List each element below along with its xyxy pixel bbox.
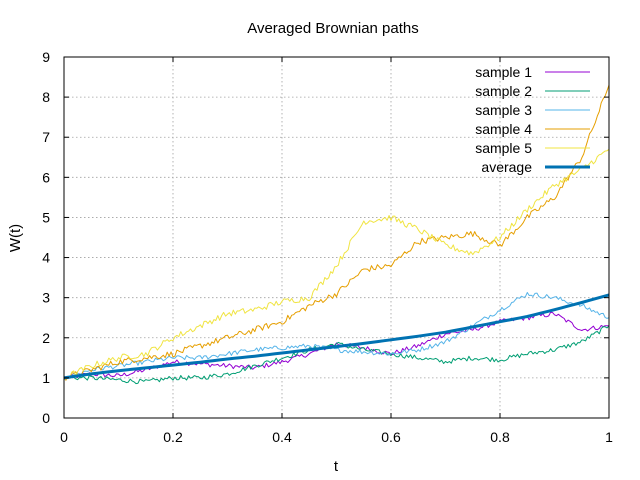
y-tick-label: 7 <box>42 129 50 145</box>
x-tick-label: 0.2 <box>163 429 183 445</box>
legend-label: sample 4 <box>475 121 532 137</box>
y-tick-label: 8 <box>42 89 50 105</box>
series-line-sample-5 <box>63 148 610 380</box>
y-tick-label: 1 <box>42 370 50 386</box>
series-line-sample-3 <box>63 292 610 380</box>
chart-title: Averaged Brownian paths <box>247 20 419 37</box>
series-line-sample-2 <box>63 325 610 385</box>
ticks: 0 0.2 0.4 0.6 0.8 1 0 1 2 3 4 5 6 7 8 9 <box>42 49 613 445</box>
y-tick-label: 4 <box>42 250 50 266</box>
y-tick-label: 3 <box>42 290 50 306</box>
x-tick-label: 0 <box>60 429 68 445</box>
series-line-sample-4 <box>63 84 610 381</box>
legend: sample 1 sample 2 sample 3 sample 4 sample 5… <box>475 64 590 175</box>
y-tick-label: 0 <box>42 410 50 426</box>
x-tick-label: 0.6 <box>381 429 401 445</box>
legend-label: sample 2 <box>475 83 532 99</box>
y-tick-label: 9 <box>42 49 50 65</box>
legend-label: sample 1 <box>475 64 532 80</box>
x-axis-label: t <box>334 458 339 475</box>
legend-label: sample 3 <box>475 102 532 118</box>
x-tick-label: 1 <box>605 429 613 445</box>
y-tick-label: 2 <box>42 330 50 346</box>
legend-label: average <box>481 159 532 175</box>
y-axis-label: W(t) <box>7 224 24 252</box>
grid <box>64 57 609 418</box>
series-group <box>63 84 610 385</box>
x-tick-label: 0.4 <box>272 429 292 445</box>
plot-frame <box>63 56 610 419</box>
y-tick-label: 6 <box>42 169 50 185</box>
series-line-average <box>63 293 610 380</box>
legend-label: sample 5 <box>475 140 532 156</box>
y-tick-label: 5 <box>42 209 50 225</box>
x-tick-label: 0.8 <box>490 429 510 445</box>
